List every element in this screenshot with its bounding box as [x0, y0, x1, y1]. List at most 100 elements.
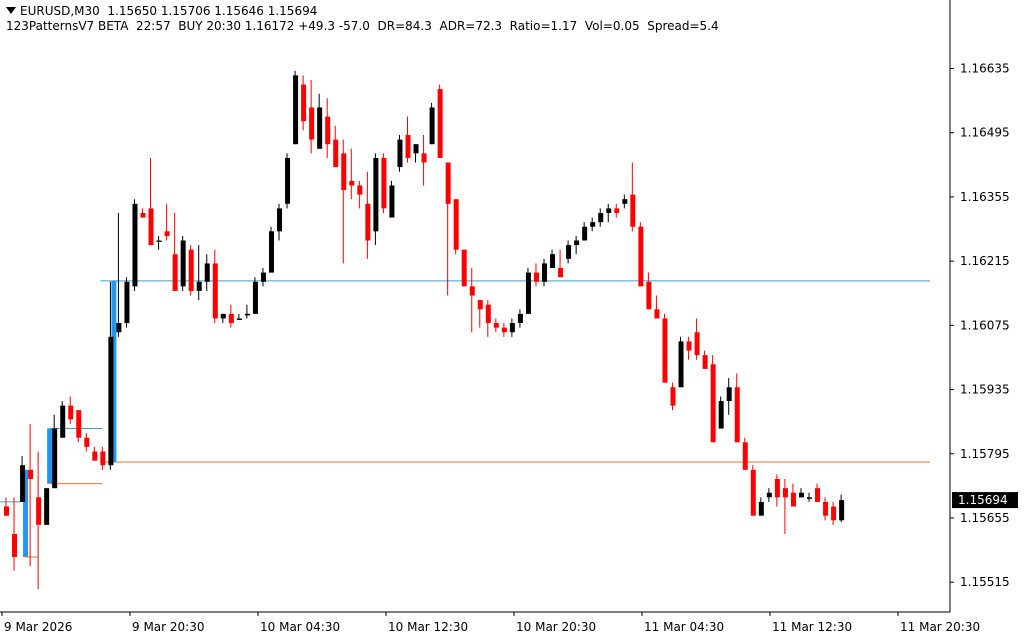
- candle-body: [445, 162, 451, 204]
- candle: [445, 162, 451, 296]
- candle-body: [485, 304, 491, 324]
- candle-body: [349, 180, 355, 186]
- candle: [349, 148, 355, 200]
- candle: [654, 295, 660, 319]
- candle-body: [598, 212, 604, 223]
- candle: [590, 217, 596, 232]
- candle: [204, 254, 210, 291]
- candle: [710, 355, 716, 443]
- candle-body: [574, 240, 580, 246]
- candle-body: [622, 199, 628, 204]
- candle: [469, 268, 475, 333]
- candle: [582, 222, 588, 241]
- candle: [718, 396, 724, 429]
- candle-body: [815, 488, 821, 502]
- candle-body: [28, 469, 34, 479]
- candle: [774, 474, 780, 507]
- candle: [220, 313, 226, 324]
- candle: [477, 300, 483, 328]
- candle-body: [807, 497, 812, 499]
- candle: [421, 135, 427, 186]
- candle: [614, 203, 620, 218]
- candle-body: [558, 268, 564, 278]
- candle: [60, 401, 66, 438]
- candle-body: [132, 203, 138, 287]
- candle: [734, 373, 740, 443]
- candle: [598, 208, 604, 227]
- candle-body: [341, 153, 347, 191]
- candle: [268, 226, 274, 273]
- candle-body: [196, 281, 202, 291]
- candle: [493, 318, 499, 333]
- candle-body: [413, 144, 419, 154]
- dropdown-triangle-icon[interactable]: [6, 7, 16, 14]
- candle-body: [140, 212, 146, 218]
- candle-body: [702, 355, 708, 369]
- candle: [196, 245, 202, 301]
- candle-body: [60, 405, 66, 438]
- candle-body: [68, 405, 74, 420]
- candle: [100, 446, 106, 470]
- candle-body: [726, 387, 732, 402]
- candle-body: [12, 534, 18, 557]
- candle: [36, 451, 42, 590]
- price-tick-label: 1.15515: [960, 575, 1010, 589]
- time-tick-label: 11 Mar 20:30: [900, 620, 980, 634]
- candle: [365, 171, 371, 259]
- candle: [823, 497, 829, 521]
- candle-body: [4, 506, 9, 516]
- candle: [325, 98, 331, 158]
- candle: [180, 235, 186, 291]
- candle: [726, 378, 732, 415]
- candle: [52, 414, 58, 489]
- candle-body: [550, 254, 556, 269]
- candle-body: [373, 157, 379, 232]
- candle-body: [220, 313, 226, 319]
- candle-body: [582, 226, 588, 241]
- candle-body: [180, 240, 186, 287]
- candle-body: [20, 465, 26, 502]
- candle-body: [333, 139, 339, 168]
- candle-body: [542, 263, 548, 282]
- candle: [758, 497, 764, 516]
- price-tick-label: 1.15795: [960, 447, 1010, 461]
- candle: [525, 268, 531, 314]
- candle: [646, 272, 652, 310]
- candle: [790, 483, 796, 507]
- candle-body: [734, 387, 740, 443]
- candle-body: [710, 364, 716, 443]
- candle-body: [533, 272, 539, 282]
- candle: [742, 437, 748, 470]
- candle: [124, 277, 130, 328]
- candle: [116, 212, 122, 337]
- candle-body: [397, 139, 403, 168]
- candle-body: [52, 428, 58, 489]
- candle: [558, 249, 564, 278]
- candle: [92, 446, 98, 461]
- candle: [260, 268, 266, 287]
- candle-body: [277, 208, 283, 232]
- candle: [397, 135, 403, 172]
- pattern-signal-bar: [111, 280, 117, 463]
- candle-body: [236, 318, 242, 320]
- candle-body: [357, 185, 363, 195]
- candle: [108, 281, 114, 470]
- candle: [357, 180, 363, 209]
- candle: [12, 497, 18, 571]
- indicator-info: 123PatternsV7 BETA 22:57 BUY 20:30 1.161…: [6, 19, 719, 33]
- candle-body: [590, 222, 596, 227]
- candle: [389, 180, 395, 218]
- candle-body: [566, 245, 572, 259]
- candle-body: [268, 231, 274, 273]
- candle-body: [421, 153, 427, 163]
- candle-body: [116, 323, 122, 333]
- time-tick-label: 10 Mar 04:30: [260, 620, 340, 634]
- candle-body: [501, 327, 507, 333]
- candle: [132, 199, 138, 291]
- time-tick-label: 9 Mar 2026: [4, 620, 72, 634]
- current-price-box: [952, 492, 1018, 509]
- candle: [172, 212, 178, 291]
- candle-body: [790, 492, 796, 507]
